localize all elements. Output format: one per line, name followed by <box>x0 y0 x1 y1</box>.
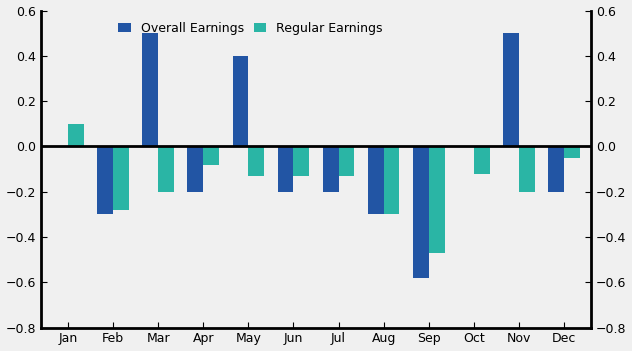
Bar <box>277 146 293 192</box>
Bar <box>474 146 490 174</box>
Bar <box>248 146 264 176</box>
Bar <box>233 56 248 146</box>
Bar <box>97 146 113 214</box>
Legend: Overall Earnings, Regular Earnings: Overall Earnings, Regular Earnings <box>113 17 388 40</box>
Bar <box>503 33 519 146</box>
Bar <box>188 146 204 192</box>
Bar <box>564 146 580 158</box>
Bar <box>339 146 355 176</box>
Bar <box>428 146 444 253</box>
Bar <box>519 146 535 192</box>
Bar <box>323 146 339 192</box>
Bar <box>384 146 399 214</box>
Bar <box>293 146 309 176</box>
Bar <box>68 124 84 146</box>
Bar <box>413 146 428 278</box>
Bar <box>158 146 174 192</box>
Bar <box>548 146 564 192</box>
Bar <box>204 146 219 165</box>
Bar <box>368 146 384 214</box>
Bar <box>142 33 158 146</box>
Bar <box>113 146 129 210</box>
